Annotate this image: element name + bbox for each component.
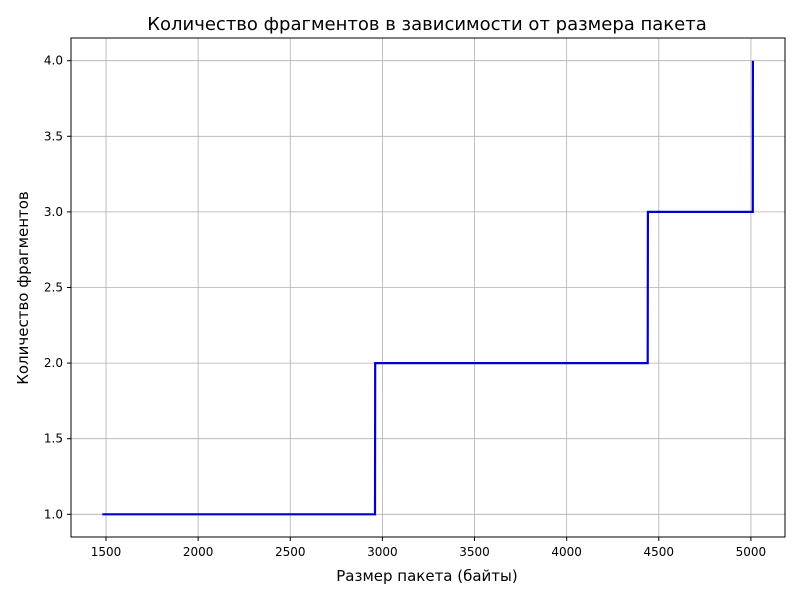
y-tick-label: 1.5	[44, 432, 63, 446]
y-tick-label: 2.0	[44, 356, 63, 370]
x-tick-label: 5000	[736, 545, 767, 559]
y-tick-label: 3.5	[44, 129, 63, 143]
x-tick-label: 2000	[183, 545, 214, 559]
y-tick-label: 2.5	[44, 281, 63, 295]
x-axis-label: Размер пакета (байты)	[336, 567, 518, 585]
x-tick-label: 4500	[644, 545, 675, 559]
x-tick-label: 4000	[551, 545, 582, 559]
series-line	[102, 60, 755, 516]
chart-title: Количество фрагментов в зависимости от р…	[147, 14, 707, 35]
y-tick-label: 3.0	[44, 205, 63, 219]
x-tick-label: 1500	[91, 545, 122, 559]
y-tick-label: 1.0	[44, 507, 63, 521]
x-tick-label: 3000	[367, 545, 398, 559]
x-axis-ticks: 1500 2000 2500 3000 3500 4000 4500 5000	[91, 537, 766, 559]
y-axis-label: Количество фрагментов	[14, 191, 32, 385]
y-axis-ticks: 1.0 1.5 2.0 2.5 3.0 3.5 4.0	[44, 54, 71, 521]
y-tick-label: 4.0	[44, 54, 63, 68]
x-tick-label: 3500	[459, 545, 490, 559]
plot-area	[102, 60, 755, 516]
x-tick-label: 2500	[275, 545, 306, 559]
